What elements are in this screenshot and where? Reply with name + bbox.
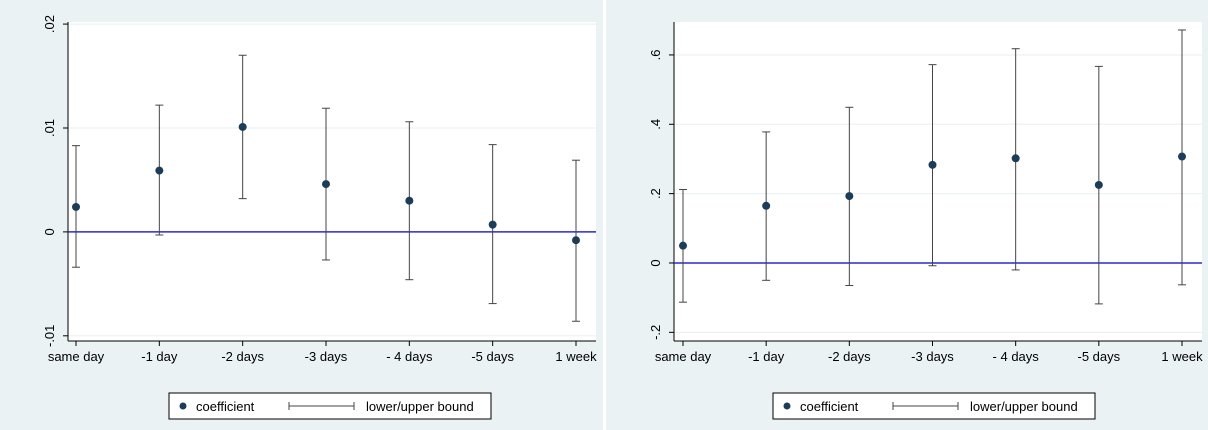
legend-bound-label: lower/upper bound: [366, 399, 474, 414]
coefficient-point: [238, 122, 247, 131]
y-tick-label: -.01: [42, 325, 57, 347]
legend-coefficient-label: coefficient: [800, 399, 859, 414]
y-tick-label: 0: [648, 259, 663, 266]
x-tick-label: -5 days: [1078, 349, 1121, 364]
x-tick-label: -1 day: [141, 349, 178, 364]
legend-bound-label: lower/upper bound: [970, 399, 1078, 414]
y-tick-label: .01: [42, 119, 57, 137]
coefficient-point: [1094, 180, 1103, 189]
x-tick-label: - 4 days: [386, 349, 433, 364]
x-tick-label: -3 days: [911, 349, 954, 364]
x-tick-label: -1 day: [748, 349, 785, 364]
x-tick-label: -5 days: [471, 349, 514, 364]
left-chart: -.01 0 .01 .02 same day -1 day -2 days -3 days -…: [42, 15, 597, 420]
x-tick-label: 1 week: [1161, 349, 1203, 364]
legend-coefficient-marker: [783, 402, 791, 410]
y-tick-label: 0: [42, 228, 57, 235]
right-chart-panel: -.2 0 .2 .4 .6 same day -1 day -2 days -3 days - …: [606, 0, 1208, 430]
right-chart: -.2 0 .2 .4 .6 same day -1 day -2 days -3 days - …: [648, 22, 1203, 420]
x-tick-label: -2 days: [828, 349, 871, 364]
coefficient-point: [762, 201, 771, 210]
legend-coefficient-marker: [179, 402, 187, 410]
coefficient-point: [488, 220, 497, 229]
x-tick-label: same day: [655, 349, 712, 364]
coefficient-point: [572, 236, 580, 245]
x-tick-label: - 4 days: [993, 349, 1040, 364]
coefficient-point: [1011, 154, 1020, 163]
x-tick-label: same day: [48, 349, 105, 364]
coefficient-point: [72, 202, 80, 211]
coefficient-point: [928, 160, 937, 169]
legend-coefficient-label: coefficient: [196, 399, 255, 414]
coefficient-point: [322, 180, 330, 189]
y-tick-label: .02: [42, 15, 57, 33]
left-chart-panel: -.01 0 .01 .02 same day -1 day -2 days -3 days -…: [0, 0, 603, 430]
y-tick-label: -.2: [648, 325, 663, 340]
coefficient-point: [405, 196, 414, 205]
coefficient-point: [845, 192, 854, 201]
coefficient-point: [679, 241, 687, 250]
x-tick-label: -2 days: [221, 349, 264, 364]
plot-area: [674, 22, 1202, 341]
y-tick-label: .2: [648, 188, 663, 199]
x-tick-label: -3 days: [305, 349, 348, 364]
coefficient-point: [1178, 152, 1186, 161]
coefficient-point: [155, 166, 164, 175]
x-tick-label: 1 week: [555, 349, 597, 364]
plot-area: [68, 22, 596, 341]
y-tick-label: .4: [648, 119, 663, 130]
y-tick-label: .6: [648, 50, 663, 61]
